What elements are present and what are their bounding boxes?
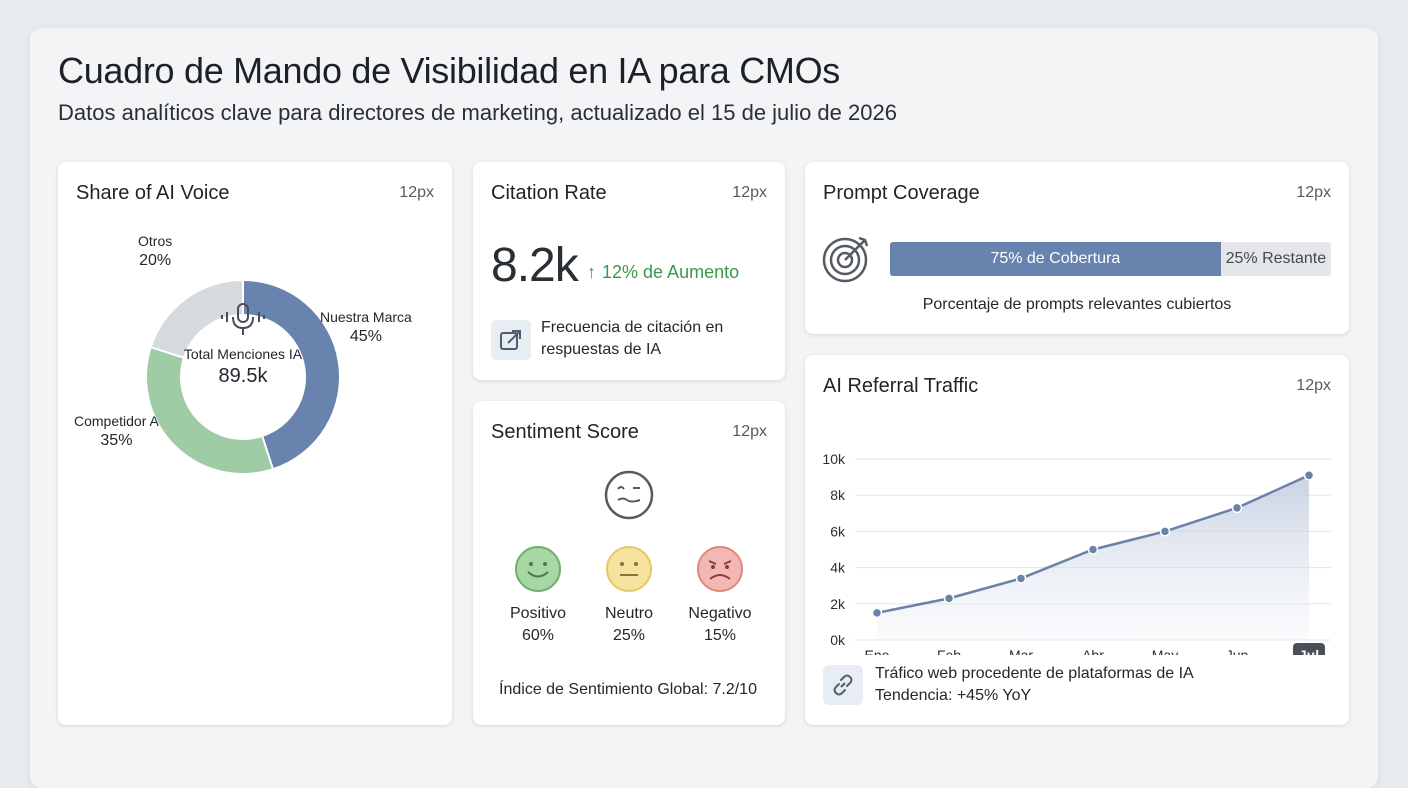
sentiment-positive-label: Positivo: [509, 605, 567, 622]
sentiment-negative: Negativo 15%: [675, 603, 765, 647]
traffic-tag: 12px: [1296, 377, 1331, 394]
highlight-badge: [1293, 643, 1325, 655]
donut-center-label: Total Menciones IA: [183, 346, 303, 362]
x-tick-label: Jun: [1226, 647, 1249, 655]
x-tick-label: May: [1152, 647, 1178, 655]
coverage-title: Prompt Coverage: [823, 182, 980, 204]
traffic-area: [877, 475, 1309, 640]
data-point-ene: [871, 607, 883, 619]
donut-slice-otros: [149, 278, 244, 360]
y-tick-label: 6k: [830, 523, 846, 539]
citation-title: Citation Rate: [491, 182, 607, 204]
slice-label-competidor-a: Competidor A 35%: [74, 413, 159, 449]
x-tick-label: Ene: [865, 647, 890, 655]
traffic-line-chart: 0k2k4k6k8k10kEneFebMarAbrMayJunJul15 Jul: [822, 451, 1331, 655]
sentiment-positive-pct: 60%: [521, 627, 555, 644]
traffic-title: AI Referral Traffic: [823, 375, 979, 397]
sentiment-card: Sentiment Score 12px Positivo 60%: [473, 401, 785, 725]
page-title: Cuadro de Mando de Visibilidad en IA par…: [58, 50, 840, 91]
slice-label-otros: Otros 20%: [138, 233, 173, 269]
citation-trend: ↑ 12% de Aumento: [587, 262, 739, 283]
sentiment-neutral-label: Neutro: [604, 605, 654, 622]
y-tick-label: 4k: [830, 560, 846, 576]
coverage-card: Prompt Coverage 12px 75% de Cobertura 25…: [805, 162, 1349, 334]
citation-value: 8.2k: [491, 239, 579, 292]
x-tick-label: Jul: [1299, 647, 1319, 655]
traffic-description-line2: Tendencia: +45% YoY: [875, 687, 1032, 704]
coverage-fill: 75% de Cobertura: [890, 242, 1221, 276]
arrow-up-icon: ↑: [587, 262, 596, 282]
data-point-jun: [1231, 502, 1243, 514]
sentiment-negative-label: Negativo: [688, 605, 752, 622]
slice-label-nuestra-marca: Nuestra Marca 45%: [320, 309, 412, 345]
share-voice-title: Share of AI Voice: [76, 182, 230, 204]
traffic-description-line1: Tráfico web procedente de plataformas de…: [875, 665, 1194, 682]
share-voice-tag: 12px: [399, 184, 434, 201]
x-tick-label: Feb: [937, 647, 961, 655]
y-tick-label: 2k: [830, 596, 846, 612]
sentiment-negative-pct: 15%: [703, 627, 737, 644]
citation-tag: 12px: [732, 184, 767, 201]
x-tick-label: Mar: [1009, 647, 1033, 655]
coverage-progress-bar: 75% de Cobertura 25% Restante: [890, 242, 1331, 276]
microphone-icon: [163, 302, 323, 343]
data-point-jul: [1303, 470, 1315, 481]
neutral-face-icon: [606, 546, 652, 592]
smile-icon: [515, 546, 561, 592]
donut-slice-nuestra-marca: [242, 278, 341, 471]
data-point-mar: [1015, 573, 1027, 584]
sentiment-tag: 12px: [732, 423, 767, 440]
coverage-remaining: 25% Restante: [1225, 250, 1327, 267]
sentiment-title: Sentiment Score: [491, 421, 639, 443]
target-icon: [822, 236, 869, 283]
citation-description: Frecuencia de citación en respuestas de …: [541, 319, 724, 358]
donut-slice-competidor-a: [145, 345, 275, 475]
traffic-card: AI Referral Traffic 12px 0k 2k 4k 6k 8k 10k En…: [805, 355, 1349, 725]
citation-trend-label: 12% de Aumento: [602, 262, 740, 282]
x-tick-label: Abr: [1082, 647, 1104, 655]
dashboard: Cuadro de Mando de Visibilidad en IA par…: [30, 28, 1378, 788]
citation-card: Citation Rate 12px 8.2k ↑ 12% de Aumento …: [473, 162, 785, 380]
sentiment-positive: Positivo 60%: [493, 603, 583, 647]
traffic-description: Tráfico web procedente de plataformas de…: [875, 663, 1335, 707]
sentiment-neutral: Neutro 25%: [584, 603, 674, 647]
external-link-icon: [491, 320, 531, 360]
coverage-description: Porcentaje de prompts relevantes cubiert…: [922, 296, 1232, 313]
page-subtitle: Datos analíticos clave para directores d…: [58, 100, 897, 125]
y-tick-label: 8k: [830, 487, 846, 503]
coverage-tag: 12px: [1296, 184, 1331, 201]
donut-center-value: 89.5k: [218, 365, 268, 387]
data-point-abr: [1087, 544, 1099, 555]
y-tick-label: 10k: [822, 451, 846, 467]
data-point-feb: [943, 593, 955, 604]
y-tick-label: 0k: [830, 632, 846, 648]
mixed-face-icon: [604, 470, 654, 520]
sad-face-icon: [697, 546, 743, 592]
donut-chart: [145, 278, 341, 475]
share-voice-card: Share of AI Voice 12px Nuestra Marca 45% …: [58, 162, 452, 725]
data-point-may: [1159, 526, 1171, 537]
sentiment-global-index: Índice de Sentimiento Global: 7.2/10: [499, 681, 757, 698]
sentiment-neutral-pct: 25%: [612, 627, 646, 644]
link-icon: [823, 665, 863, 705]
